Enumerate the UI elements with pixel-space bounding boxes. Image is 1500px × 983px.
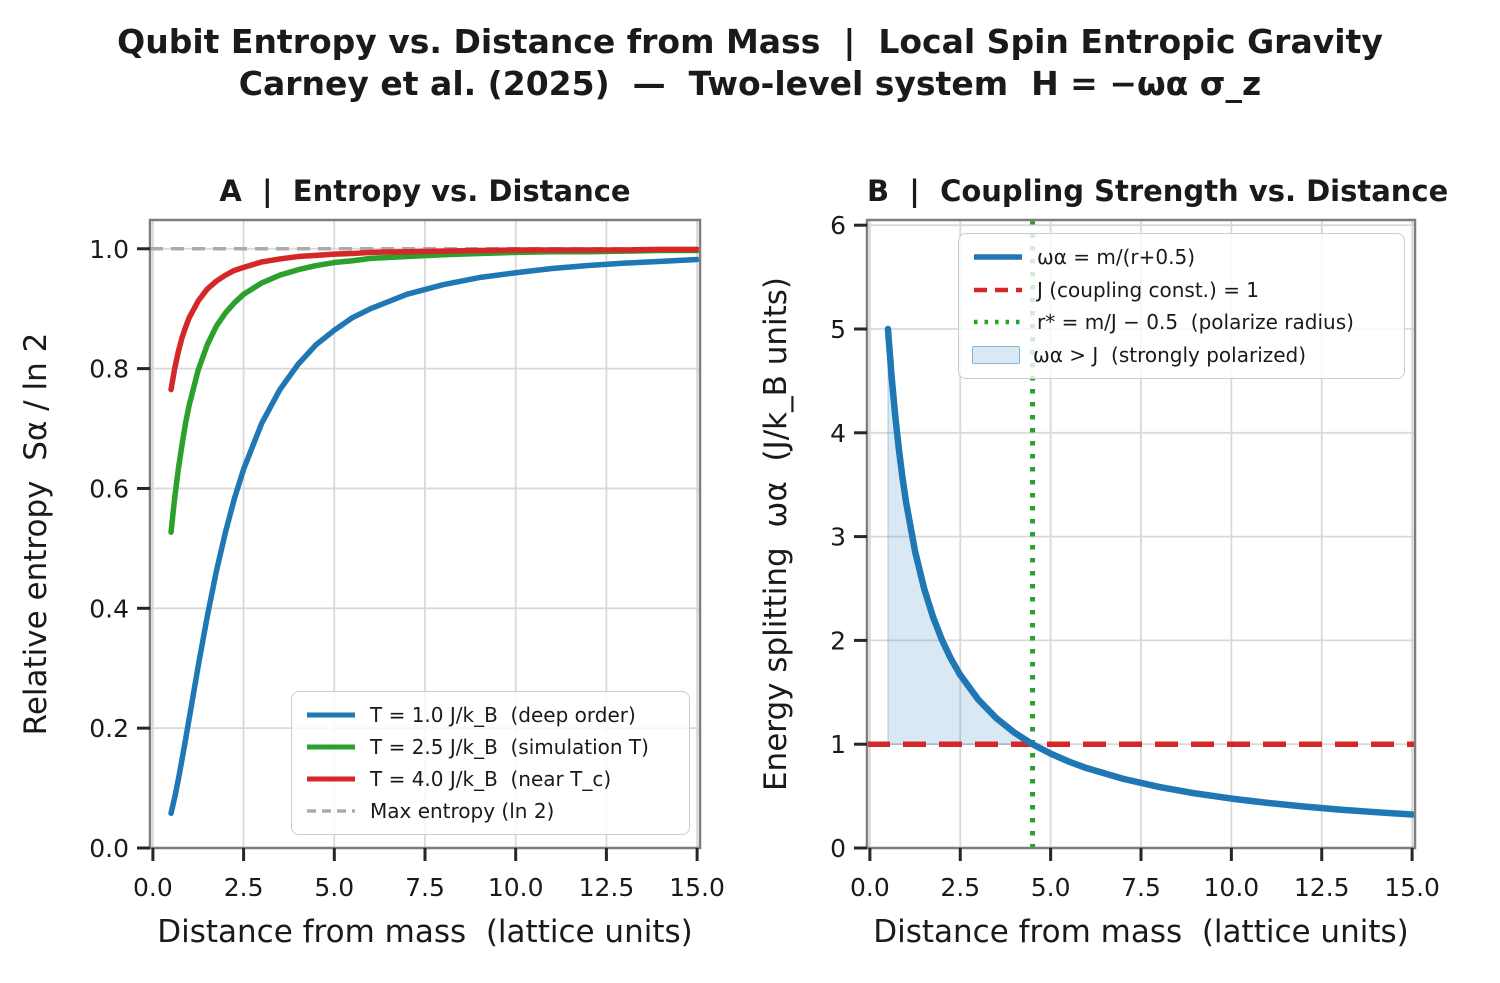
legend-item-t1: T = 1.0 J/k_B (deep order): [305, 703, 676, 727]
legend-dashed-red-icon: [974, 287, 1022, 292]
x-tick-label: 7.5: [405, 873, 445, 902]
legend-item-j-const: J (coupling const.) = 1: [972, 278, 1391, 302]
panel-a-title: A | Entropy vs. Distance: [219, 174, 631, 208]
legend-item-t25: T = 2.5 J/k_B (simulation T): [305, 735, 676, 759]
legend-label: ωα = m/(r+0.5): [1037, 245, 1196, 270]
x-tick-label: 12.5: [1294, 873, 1350, 902]
panel-a-curve-0: [168, 256, 700, 816]
legend-item-t4: T = 4.0 J/k_B (near T_c): [305, 767, 676, 791]
x-tick-label: 2.5: [940, 873, 980, 902]
panel-b-curve-0: [884, 325, 1416, 818]
panel-a-curve-1: [168, 247, 700, 535]
suptitle-line-2: Carney et al. (2025) — Two-level system …: [238, 64, 1262, 103]
y-tick-label: 4: [830, 419, 846, 448]
x-tick-label: 7.5: [1121, 873, 1161, 902]
legend-line-blue-icon: [974, 254, 1022, 260]
y-tick-label: 0.0: [89, 834, 129, 863]
legend-label: ωα > J (strongly polarized): [1033, 342, 1307, 367]
legend-fill-patch-icon: [972, 345, 1020, 364]
legend-item-polarized: ωα > J (strongly polarized): [972, 343, 1391, 367]
legend-item-max-entropy: Max entropy (ln 2): [305, 799, 676, 823]
legend-dotted-green-icon: [974, 320, 1022, 325]
legend-item-omega: ωα = m/(r+0.5): [972, 245, 1391, 269]
legend-dashed-gray-icon: [307, 809, 355, 813]
x-tick-label: 0.0: [133, 873, 173, 902]
y-tick-label: 6: [830, 211, 846, 240]
y-tick-label: 0: [830, 834, 846, 863]
legend-line-green-icon: [307, 744, 355, 750]
x-tick-label: 15.0: [669, 873, 725, 902]
y-tick-label: 1.0: [89, 235, 129, 264]
x-tick-label: 10.0: [488, 873, 544, 902]
panel-a-curve-2: [168, 246, 700, 393]
legend-label: J (coupling const.) = 1: [1037, 277, 1260, 302]
y-tick-label: 1: [830, 730, 846, 759]
panel-b-legend: ωα = m/(r+0.5) J (coupling const.) = 1 r…: [958, 233, 1405, 379]
x-tick-label: 15.0: [1384, 873, 1440, 902]
y-tick-label: 0.6: [89, 474, 129, 503]
x-tick-label: 2.5: [224, 873, 264, 902]
legend-line-blue-icon: [307, 712, 355, 718]
y-tick-label: 5: [830, 315, 846, 344]
y-tick-label: 3: [830, 523, 846, 552]
x-tick-label: 5.0: [314, 873, 354, 902]
y-tick-label: 0.4: [89, 594, 129, 623]
legend-label: T = 1.0 J/k_B (deep order): [370, 703, 636, 727]
x-tick-label: 0.0: [850, 873, 890, 902]
y-tick-label: 0.2: [89, 714, 129, 743]
panel-a-xlabel: Distance from mass (lattice units): [157, 914, 693, 950]
legend-label: T = 4.0 J/k_B (near T_c): [370, 767, 612, 791]
y-tick-label: 0.8: [89, 355, 129, 384]
y-tick-label: 2: [830, 626, 846, 655]
suptitle-line-1: Qubit Entropy vs. Distance from Mass | L…: [117, 22, 1383, 61]
legend-item-r-star: r* = m/J − 0.5 (polarize radius): [972, 310, 1391, 334]
x-tick-label: 12.5: [579, 873, 635, 902]
legend-line-red-icon: [307, 776, 355, 782]
x-tick-label: 5.0: [1031, 873, 1071, 902]
legend-label: r* = m/J − 0.5 (polarize radius): [1037, 310, 1354, 335]
panel-a-legend: T = 1.0 J/k_B (deep order) T = 2.5 J/k_B…: [291, 691, 690, 835]
legend-label: T = 2.5 J/k_B (simulation T): [370, 735, 649, 759]
legend-label: Max entropy (ln 2): [370, 799, 555, 823]
panel-b-xlabel: Distance from mass (lattice units): [873, 914, 1409, 950]
x-tick-label: 10.0: [1204, 873, 1260, 902]
